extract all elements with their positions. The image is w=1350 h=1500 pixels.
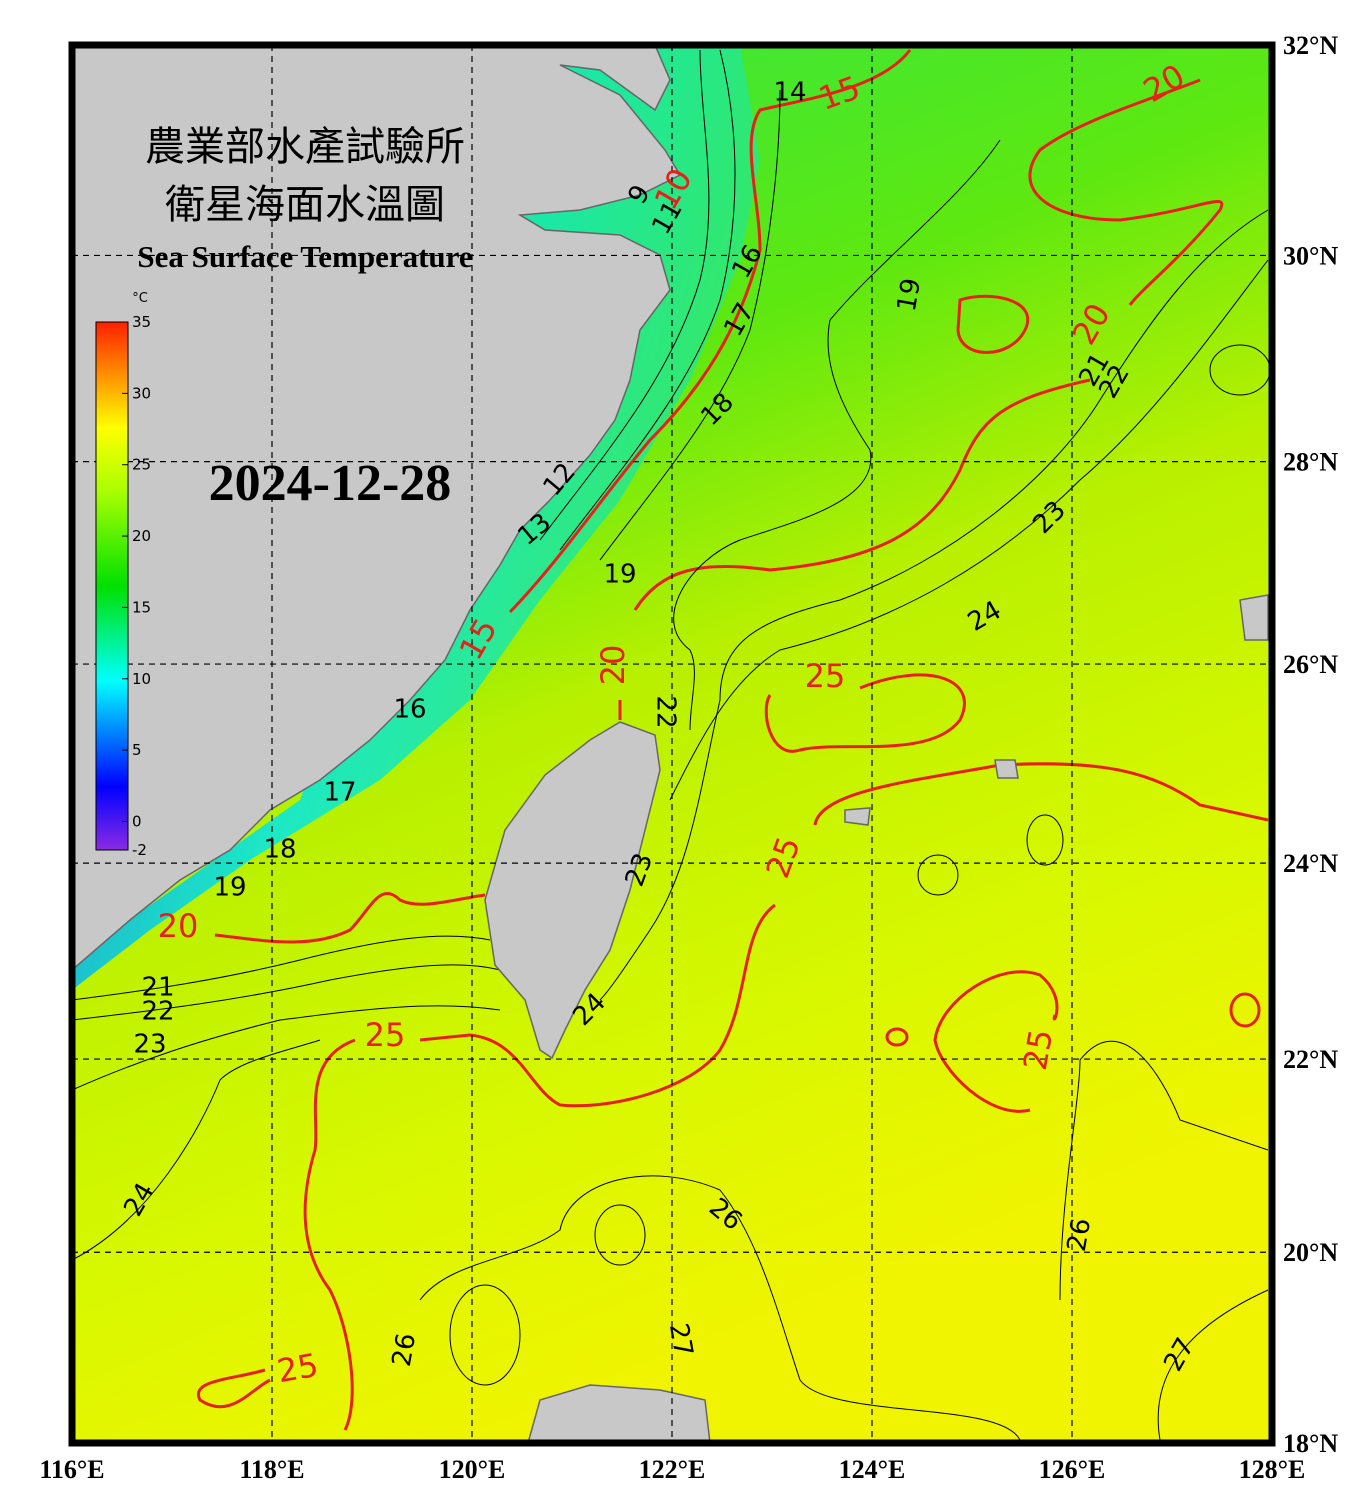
contour-label: 19 bbox=[213, 873, 246, 903]
lon-label: 122°E bbox=[639, 1455, 706, 1484]
lon-label: 118°E bbox=[239, 1455, 304, 1484]
contour-label: 23 bbox=[133, 1030, 166, 1060]
contour-label: 21 bbox=[141, 973, 174, 1003]
colorbar-tick-label: 5 bbox=[132, 741, 142, 759]
contour-label: 25 bbox=[805, 657, 846, 695]
contour-label: 18 bbox=[263, 835, 296, 865]
colorbar-tick-label: 15 bbox=[132, 598, 151, 616]
contour-label: 22 bbox=[141, 997, 174, 1027]
colorbar-tick-label: 25 bbox=[132, 456, 151, 474]
contour-label: 20 bbox=[594, 645, 632, 686]
contour-label: 19 bbox=[892, 276, 927, 314]
lat-label: 26°N bbox=[1283, 650, 1338, 679]
map-frame bbox=[68, 41, 1276, 1447]
title-zh: 農業部水產試驗所 bbox=[145, 124, 465, 170]
contour-label: 26 bbox=[1062, 1216, 1097, 1254]
date: 2024-12-28 bbox=[209, 455, 452, 512]
lon-label: 120°E bbox=[439, 1455, 506, 1484]
colorbar-tick-label: -2 bbox=[132, 841, 147, 859]
colorbar-ticks: 35 30 25 20 15 10 5 0 -2 bbox=[122, 313, 151, 859]
title-zh: 衛星海面水溫圖 bbox=[165, 182, 445, 228]
colorbar-tick-label: 35 bbox=[132, 313, 151, 331]
colorbar-tick-label: 0 bbox=[132, 812, 142, 830]
contour-label: 26 bbox=[387, 1331, 422, 1369]
lon-label: 126°E bbox=[1039, 1455, 1106, 1484]
colorbar-tick-label: 10 bbox=[132, 670, 151, 688]
contour-label: 22 bbox=[651, 695, 681, 728]
contour-label: 16 bbox=[393, 695, 426, 725]
land bbox=[71, 44, 1269, 1444]
contour-label: 27 bbox=[663, 1321, 698, 1359]
lat-label: 30°N bbox=[1283, 241, 1338, 270]
contour-label: 25 bbox=[274, 1346, 321, 1390]
contour-label: 20 bbox=[158, 907, 199, 945]
lon-label: 116°E bbox=[39, 1455, 104, 1484]
contour-label: 25 bbox=[365, 1016, 406, 1054]
lat-label: 20°N bbox=[1283, 1238, 1338, 1267]
black-contours bbox=[71, 49, 1271, 1441]
lat-label: 28°N bbox=[1283, 448, 1338, 477]
lat-label: 32°N bbox=[1283, 31, 1338, 60]
lat-label: 24°N bbox=[1283, 849, 1338, 878]
lat-label: 22°N bbox=[1283, 1045, 1338, 1074]
contour-label: 14 bbox=[773, 78, 806, 108]
colorbar-tick-label: 30 bbox=[132, 384, 151, 402]
lat-label: 18°N bbox=[1283, 1429, 1338, 1458]
title-en: Sea Surface Temperature bbox=[137, 239, 472, 274]
colorbar-tick-label: 20 bbox=[132, 527, 151, 545]
lon-label: 128°E bbox=[1239, 1455, 1306, 1484]
colorbar-unit: °C bbox=[132, 291, 148, 306]
colorbar bbox=[95, 321, 129, 851]
contour-label: 19 bbox=[603, 560, 636, 590]
contour-label: 17 bbox=[323, 778, 356, 808]
contour-label: 25 bbox=[1016, 1026, 1060, 1073]
lon-label: 124°E bbox=[839, 1455, 906, 1484]
